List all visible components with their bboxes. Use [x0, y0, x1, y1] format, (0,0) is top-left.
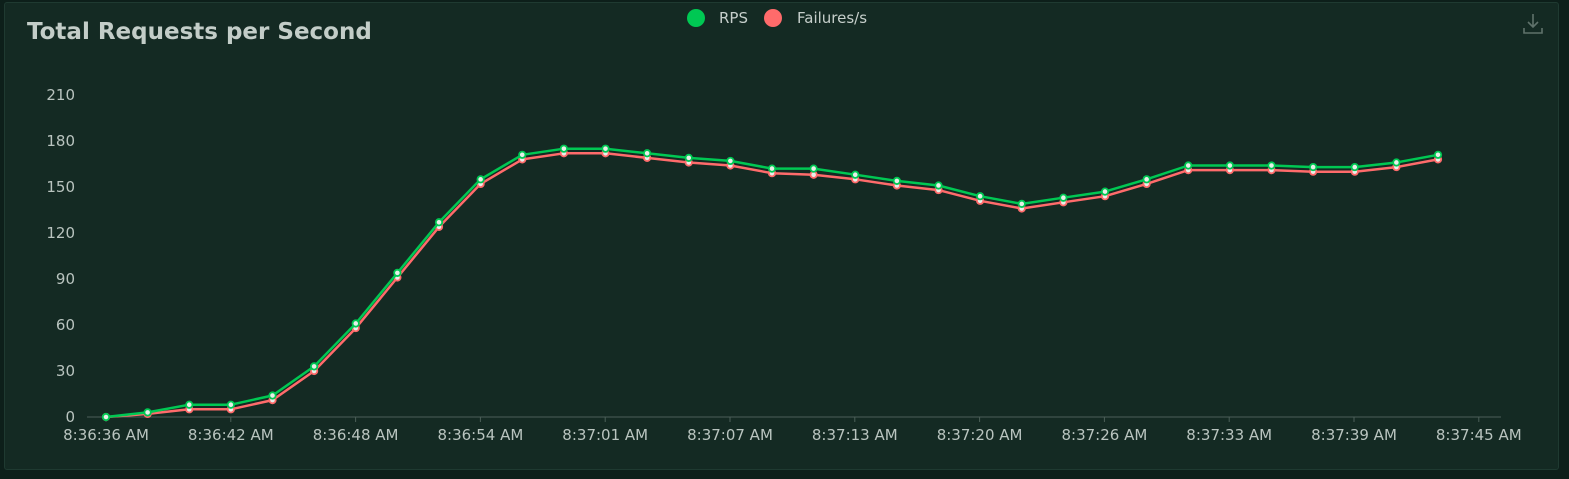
- chart-panel: Total Requests per Second: [4, 2, 1559, 470]
- data-point: [518, 150, 527, 159]
- data-point: [268, 391, 277, 400]
- y-tick-label: 180: [46, 132, 75, 150]
- x-tick-label: 8:37:13 AM: [812, 426, 898, 444]
- x-tick-label: 8:37:33 AM: [1186, 426, 1272, 444]
- x-tick-label: 8:36:54 AM: [438, 426, 524, 444]
- x-tick-label: 8:37:26 AM: [1062, 426, 1148, 444]
- data-point: [643, 149, 652, 158]
- data-point: [1350, 162, 1359, 172]
- chart-title: Total Requests per Second: [27, 19, 372, 45]
- data-point: [1184, 161, 1193, 170]
- y-tick-label: 120: [46, 224, 75, 242]
- y-tick-label: 150: [46, 178, 75, 196]
- series-rps: [101, 144, 1443, 422]
- data-point: [559, 144, 568, 153]
- data-point: [767, 164, 777, 173]
- data-point: [226, 400, 235, 409]
- data-point: [1267, 161, 1276, 170]
- x-tick-label: 8:36:36 AM: [63, 426, 149, 444]
- data-point: [892, 176, 901, 185]
- y-tick-label: 0: [65, 408, 75, 426]
- y-tick-label: 30: [56, 362, 75, 380]
- data-point: [1059, 193, 1068, 202]
- legend-item-failures[interactable]: Failures/s: [764, 9, 867, 27]
- data-point: [393, 268, 402, 277]
- data-point: [185, 400, 194, 409]
- y-tick-label: 90: [56, 270, 75, 288]
- x-tick-label: 8:36:42 AM: [188, 426, 274, 444]
- y-tick-label: 210: [46, 86, 75, 104]
- data-point: [351, 319, 360, 328]
- data-point: [934, 181, 943, 190]
- data-point: [1017, 199, 1026, 208]
- y-tick-label: 60: [56, 316, 75, 334]
- chart-legend[interactable]: RPS Failures/s: [687, 9, 867, 27]
- download-icon[interactable]: [1519, 10, 1547, 38]
- legend-marker: [764, 9, 782, 27]
- data-point: [1142, 175, 1151, 184]
- chart-axes: 0 30 60 90 120 150 180 210 8:36:36 AM 8:36:42 AM 8…: [46, 86, 1521, 444]
- legend-item-rps[interactable]: RPS: [687, 9, 748, 27]
- data-point: [1309, 162, 1318, 172]
- data-point: [726, 156, 735, 166]
- x-tick-label: 8:36:48 AM: [313, 426, 399, 444]
- data-point: [1392, 158, 1401, 167]
- series-line: [105, 152, 1439, 419]
- data-point: [1433, 150, 1443, 159]
- x-tick-label: 8:37:39 AM: [1311, 426, 1397, 444]
- data-point: [310, 362, 319, 371]
- data-point: [976, 192, 985, 201]
- data-point: [684, 153, 693, 162]
- data-point: [1100, 187, 1110, 196]
- x-tick-label: 8:37:20 AM: [937, 426, 1023, 444]
- x-tick-label: 8:37:07 AM: [687, 426, 773, 444]
- legend-label: RPS: [719, 9, 748, 27]
- legend-label: Failures/s: [797, 9, 867, 27]
- data-point: [809, 164, 818, 173]
- data-point: [851, 170, 860, 179]
- data-point: [601, 144, 610, 153]
- data-point: [1225, 161, 1234, 170]
- x-tick-label: 8:37:45 AM: [1436, 426, 1522, 444]
- chart-series: [101, 144, 1443, 422]
- data-point: [476, 175, 485, 184]
- legend-marker: [687, 9, 705, 27]
- x-tick-label: 8:37:01 AM: [562, 426, 648, 444]
- data-point: [143, 408, 152, 417]
- data-point: [434, 218, 444, 227]
- series-failures: [101, 149, 1443, 422]
- data-point: [101, 412, 111, 422]
